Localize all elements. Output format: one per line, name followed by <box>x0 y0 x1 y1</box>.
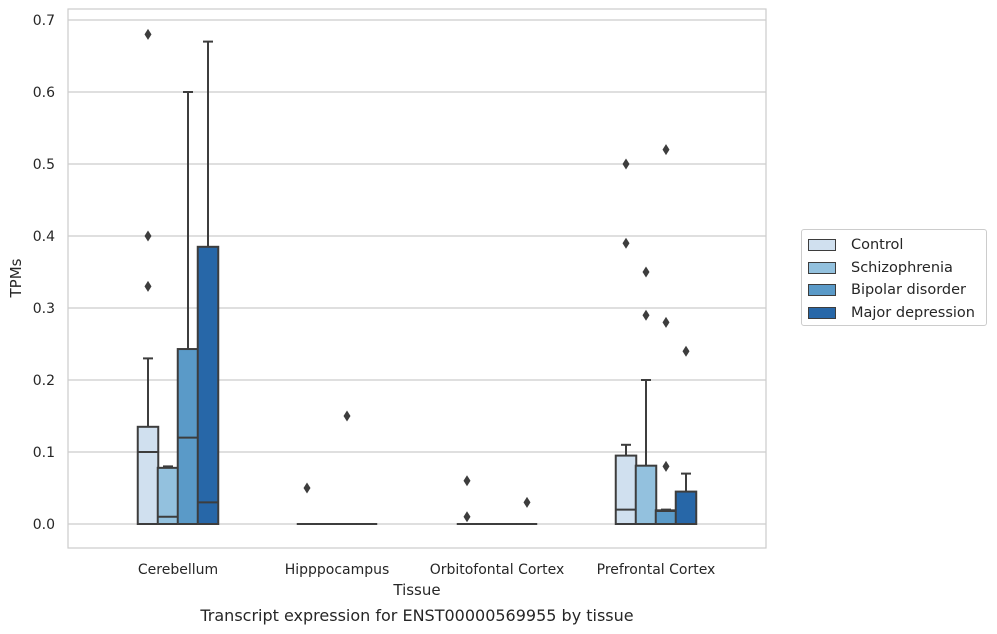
x-axis-label: Tissue <box>392 581 440 599</box>
box-bipolar-disorder-1 <box>336 410 358 525</box>
outlier-point <box>343 410 351 422</box>
y-tick-label: 0.7 <box>33 13 55 29</box>
outlier-point <box>463 511 471 523</box>
outlier-point <box>682 345 690 357</box>
outlier-point <box>523 496 531 508</box>
y-axis-label: TPMs <box>7 258 25 298</box>
box-body <box>634 464 658 525</box>
y-tick-label: 0.5 <box>33 157 55 173</box>
box-control-3 <box>614 158 638 526</box>
legend-label: Major depression <box>851 304 975 321</box>
legend-label: Control <box>851 237 904 253</box>
chart-caption: Transcript expression for ENST0000056995… <box>200 606 634 625</box>
x-tick-label: Hipppocampus <box>285 562 390 578</box>
box-control-1 <box>296 482 318 525</box>
box-body <box>674 490 698 526</box>
legend-swatch <box>808 239 836 251</box>
outlier-point <box>144 230 152 242</box>
outlier-point <box>622 158 630 170</box>
outlier-point <box>303 482 311 494</box>
box-major-depression-2 <box>516 496 538 525</box>
legend-item: Control <box>808 235 903 255</box>
outlier-point <box>144 28 152 40</box>
outlier-point <box>662 460 670 472</box>
outlier-point <box>642 266 650 278</box>
legend-item: Major depression <box>808 303 975 323</box>
box-schizophrenia-0 <box>156 465 180 525</box>
box-body <box>654 509 678 526</box>
legend-swatch <box>808 261 836 274</box>
box-major-depression-3 <box>674 345 698 526</box>
y-tick-label: 0.2 <box>33 373 55 389</box>
legend-swatch <box>808 306 836 319</box>
box-schizophrenia-3 <box>634 266 658 525</box>
outlier-point <box>662 144 670 156</box>
x-tick-label: Prefrontal Cortex <box>597 562 716 578</box>
box-body <box>196 245 220 526</box>
y-tick-label: 0.1 <box>33 445 55 461</box>
y-tick-label: 0.0 <box>33 517 55 533</box>
outlier-point <box>642 309 650 321</box>
x-tick-label: Orbitofontal Cortex <box>430 562 565 578</box>
box-body <box>176 348 200 526</box>
x-tick-label: Cerebellum <box>138 562 218 578</box>
outlier-point <box>622 237 630 249</box>
legend-swatch <box>808 284 836 296</box>
y-tick-label: 0.3 <box>33 301 55 317</box>
legend-label: Bipolar disorder <box>851 282 966 298</box>
outlier-point <box>662 316 670 328</box>
y-tick-label: 0.4 <box>33 229 55 245</box>
legend-item: Schizophrenia <box>808 258 953 278</box>
y-tick-label: 0.6 <box>33 85 55 101</box>
legend-item: Bipolar disorder <box>808 280 966 300</box>
legend-label: Schizophrenia <box>851 259 953 276</box>
box-major-depression-0 <box>196 40 220 526</box>
box-control-2 <box>456 475 478 525</box>
box-body <box>614 454 638 526</box>
outlier-point <box>463 475 471 487</box>
legend: Control Schizophrenia Bipolar disorder Majo… <box>801 229 987 326</box>
box-body <box>156 466 180 525</box>
box-body <box>136 425 160 525</box>
outlier-point <box>144 280 152 292</box>
